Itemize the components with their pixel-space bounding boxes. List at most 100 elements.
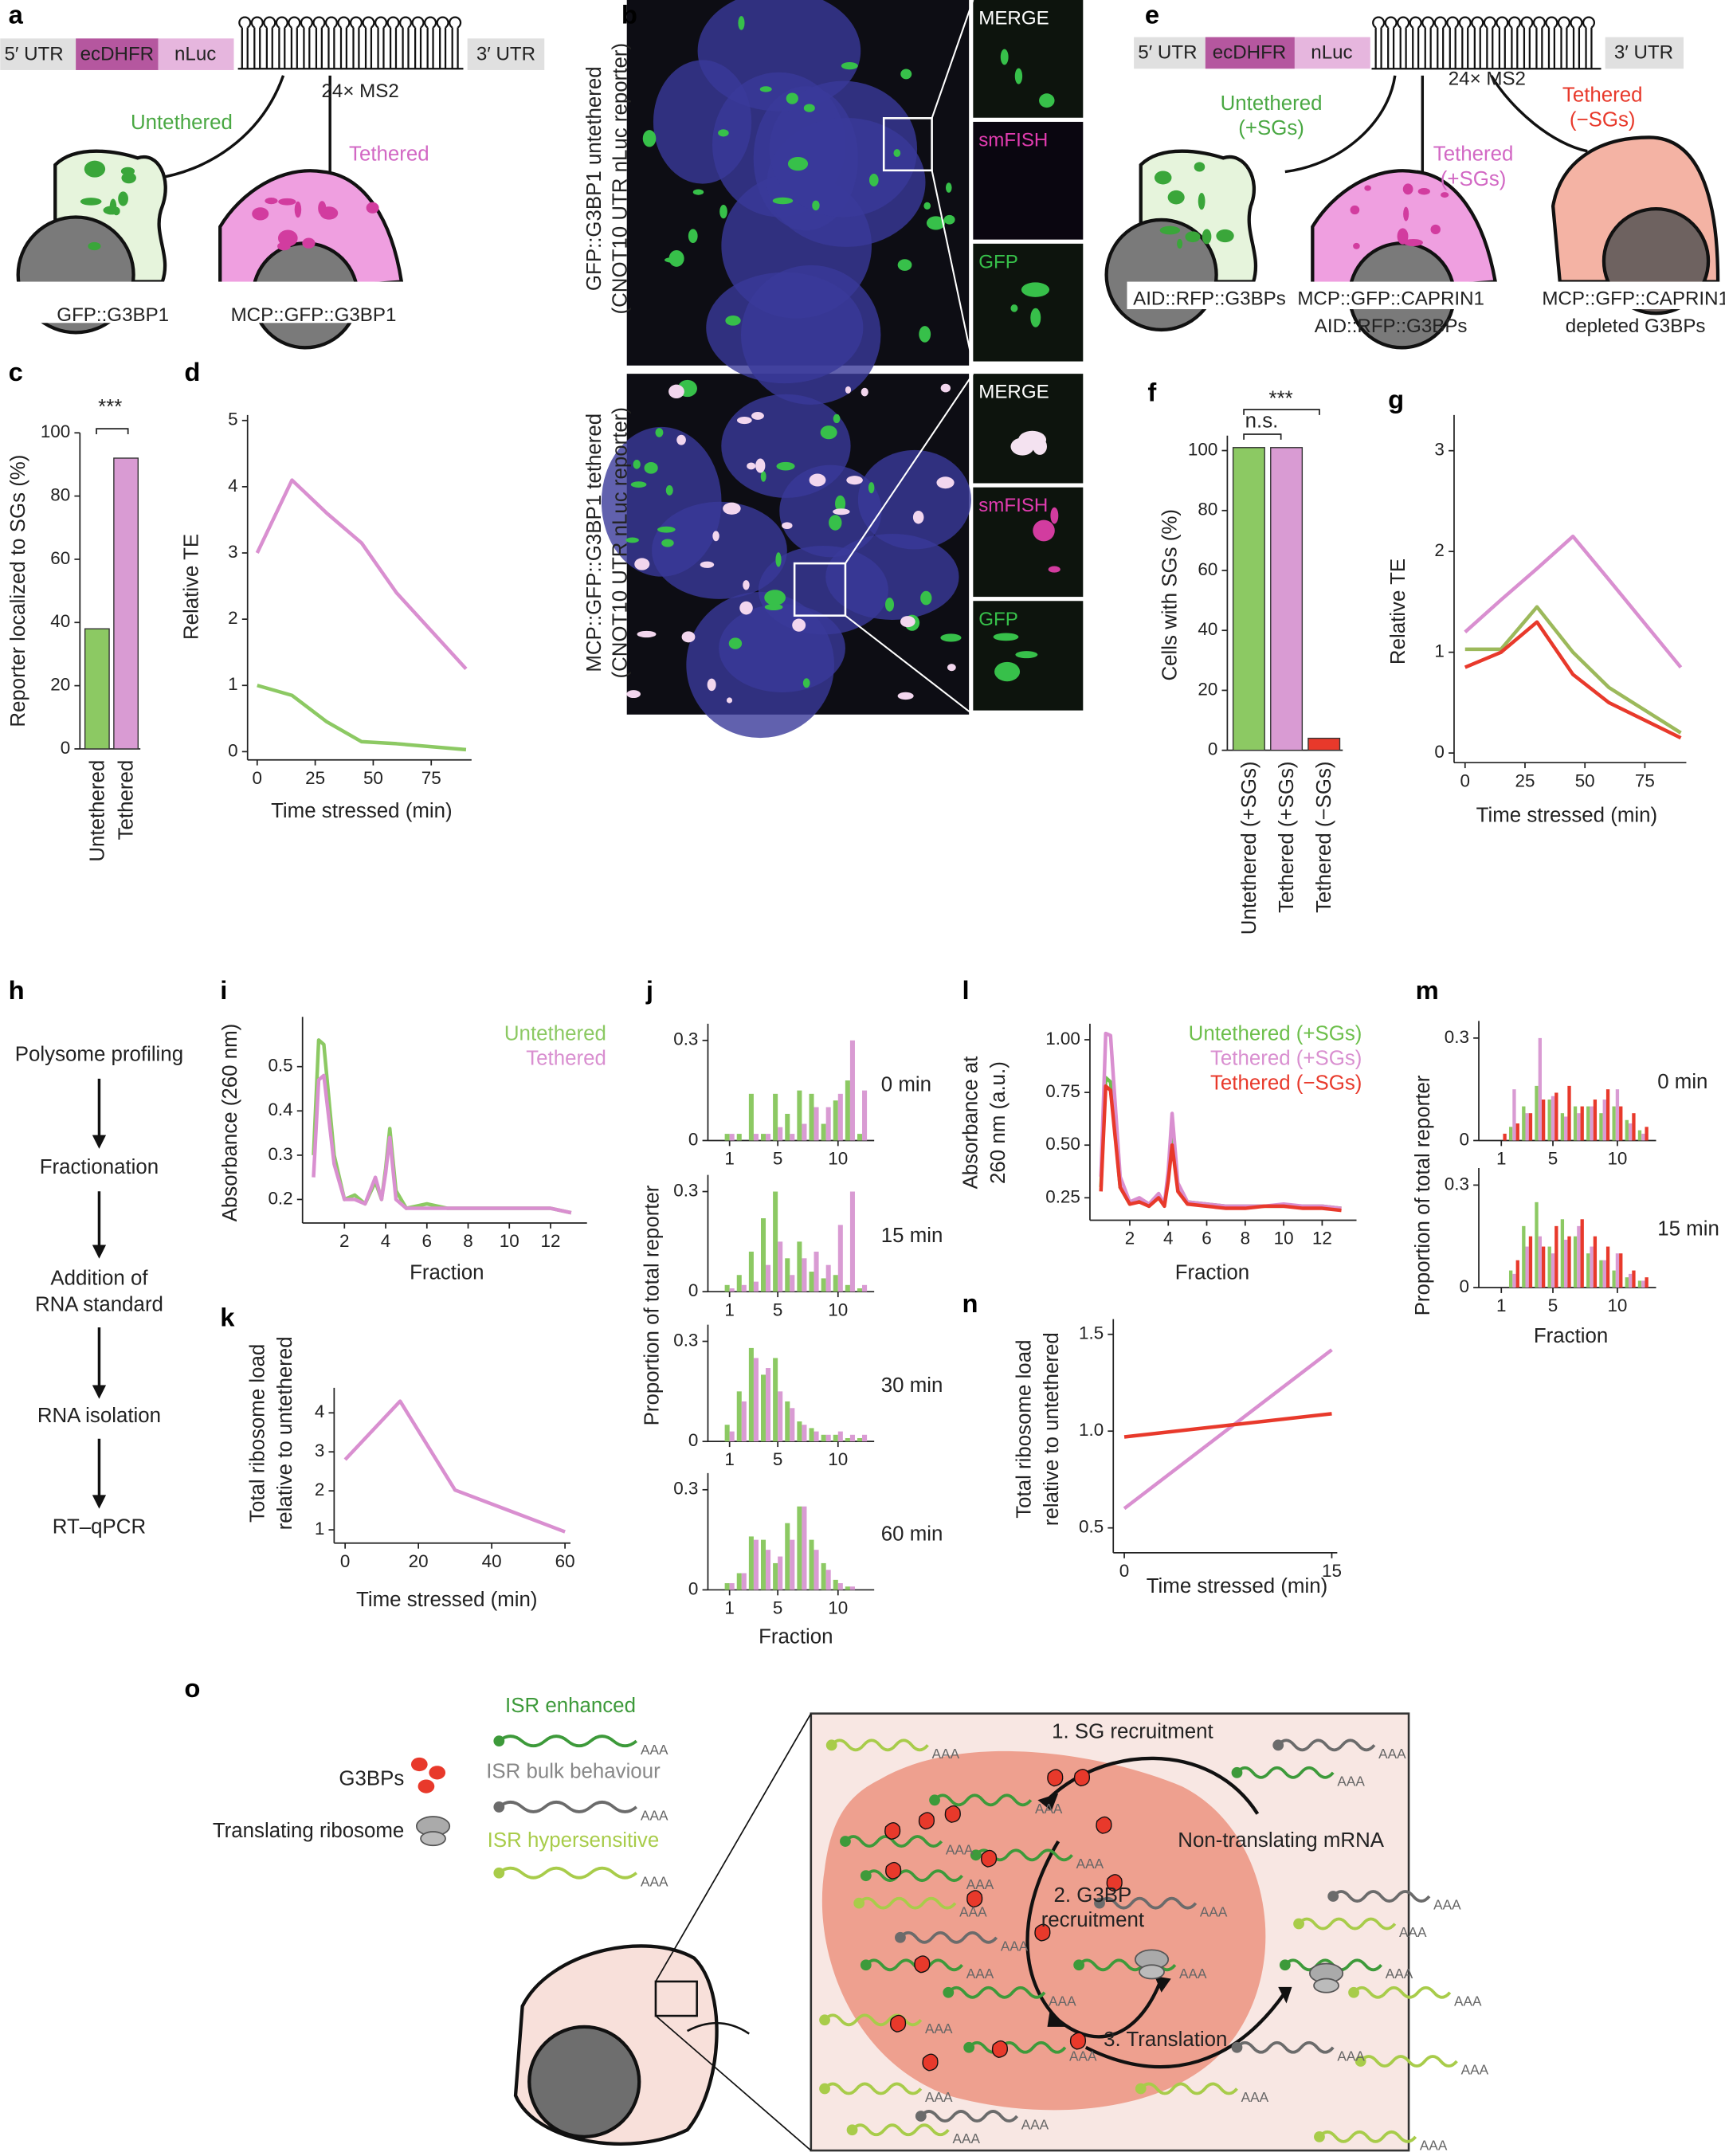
- bar: [1525, 1246, 1529, 1288]
- bar: [833, 1579, 838, 1590]
- mrna-cap: [1231, 1766, 1243, 1778]
- y-tick-label: 0.5: [1079, 1517, 1104, 1537]
- arrow: [1490, 74, 1588, 153]
- label: (+SGs): [1238, 117, 1304, 139]
- g3bp: [981, 1849, 998, 1868]
- bar: [821, 1278, 826, 1292]
- granule: [644, 462, 658, 474]
- y-tick-label: 20: [50, 675, 70, 695]
- granule: [1000, 49, 1009, 65]
- schematic-content: [410, 1735, 1458, 2143]
- granule: [786, 92, 798, 104]
- poly-a: AAA: [1433, 1897, 1461, 1913]
- bar: [1599, 1260, 1603, 1288]
- granule: [1364, 185, 1371, 191]
- granule: [884, 598, 895, 612]
- granule: [755, 458, 766, 473]
- nucleus: [527, 2025, 641, 2139]
- y-tick-label: 1: [1434, 641, 1444, 661]
- ribosome: [1313, 1978, 1339, 1993]
- bar: [729, 1431, 735, 1442]
- granule: [1216, 229, 1234, 243]
- panel-label: n: [962, 1288, 978, 1318]
- significance-label: ***: [1269, 388, 1293, 410]
- y-tick-label: 2: [315, 1480, 324, 1499]
- x-tick-label: 20: [409, 1551, 429, 1571]
- mrna-cap: [846, 2124, 858, 2136]
- bar: [1573, 1106, 1578, 1141]
- poly-a: AAA: [1337, 1773, 1365, 1789]
- panel-label: f: [1147, 378, 1156, 407]
- nucleus-stain: [721, 394, 851, 498]
- granule: [936, 476, 955, 489]
- nucleus-stain: [769, 80, 918, 218]
- series-line: [1464, 620, 1682, 740]
- y-tick-label: 2: [1434, 540, 1444, 560]
- x-axis-label: Time stressed (min): [1147, 1575, 1328, 1597]
- bar: [785, 1523, 790, 1590]
- x-tick-label: 25: [1515, 770, 1535, 790]
- granule: [1402, 183, 1413, 195]
- poly-a: AAA: [1001, 1938, 1029, 1954]
- bar: [862, 1090, 868, 1141]
- bar: [766, 1550, 771, 1590]
- y-tick-label: 0.3: [1445, 1027, 1469, 1047]
- y-tick-label: 0.4: [268, 1100, 292, 1119]
- poly-a: AAA: [1337, 2048, 1365, 2064]
- mask: [0, 281, 413, 323]
- bar: [1625, 1119, 1629, 1141]
- granule: [88, 241, 101, 251]
- granule: [655, 428, 664, 437]
- granule: [912, 510, 924, 524]
- nucleus-stain: [652, 501, 787, 599]
- bar: [809, 1539, 814, 1590]
- g3bp: [1034, 1923, 1051, 1942]
- label: Non-translating mRNA: [1178, 1829, 1384, 1852]
- bar: [785, 1258, 790, 1292]
- mrna: [1297, 1917, 1397, 1931]
- legend-label: Tethered (+SGs): [1210, 1048, 1362, 1070]
- bar: [84, 628, 110, 750]
- bar: [1554, 1092, 1558, 1141]
- g3bp: [991, 2040, 1008, 2058]
- bar: [825, 1264, 831, 1292]
- poly-a: AAA: [1049, 1993, 1076, 2009]
- mrna: [1276, 1739, 1376, 1752]
- granule: [764, 603, 783, 610]
- x-axis-label: Fraction: [410, 1262, 484, 1284]
- x-tick-label: 0: [253, 768, 262, 788]
- granule: [277, 229, 298, 247]
- granule: [252, 207, 269, 221]
- g3bp: [1096, 1816, 1112, 1834]
- granule: [776, 461, 795, 471]
- y-tick-label: 0.3: [673, 1180, 698, 1200]
- granule: [688, 229, 698, 244]
- poly-a: AAA: [1386, 1966, 1413, 1982]
- x-tick-label: 5: [773, 1299, 782, 1319]
- mrna-cap: [1073, 1959, 1085, 1971]
- label: Addition of: [50, 1267, 148, 1289]
- poly-a: AAA: [925, 2089, 953, 2105]
- legend-label: Tethered (−SGs): [1210, 1072, 1362, 1095]
- bar: [1535, 1201, 1539, 1288]
- label: ISR bulk behaviour: [486, 1761, 661, 1783]
- granule: [630, 481, 647, 488]
- bar: [760, 1218, 766, 1292]
- g3bp: [918, 1812, 935, 1830]
- mrna: [919, 2110, 1018, 2123]
- granule: [1177, 238, 1183, 249]
- x-tick-label: 0: [340, 1551, 350, 1571]
- y-tick-label: 40: [50, 611, 70, 631]
- bar: [813, 1251, 819, 1292]
- bar: [724, 1134, 730, 1141]
- x-tick-label: 75: [1635, 770, 1655, 790]
- mrna-cap: [493, 1867, 505, 1879]
- arrowhead: [1037, 1793, 1292, 2027]
- label: 2. G3BP: [1054, 1884, 1132, 1907]
- bar: [1615, 1089, 1620, 1141]
- granule: [692, 189, 704, 195]
- g3bp: [1106, 1874, 1123, 1892]
- mrna: [1318, 2130, 1417, 2143]
- channel-label: smFISH: [978, 129, 1048, 151]
- granule: [1050, 507, 1059, 524]
